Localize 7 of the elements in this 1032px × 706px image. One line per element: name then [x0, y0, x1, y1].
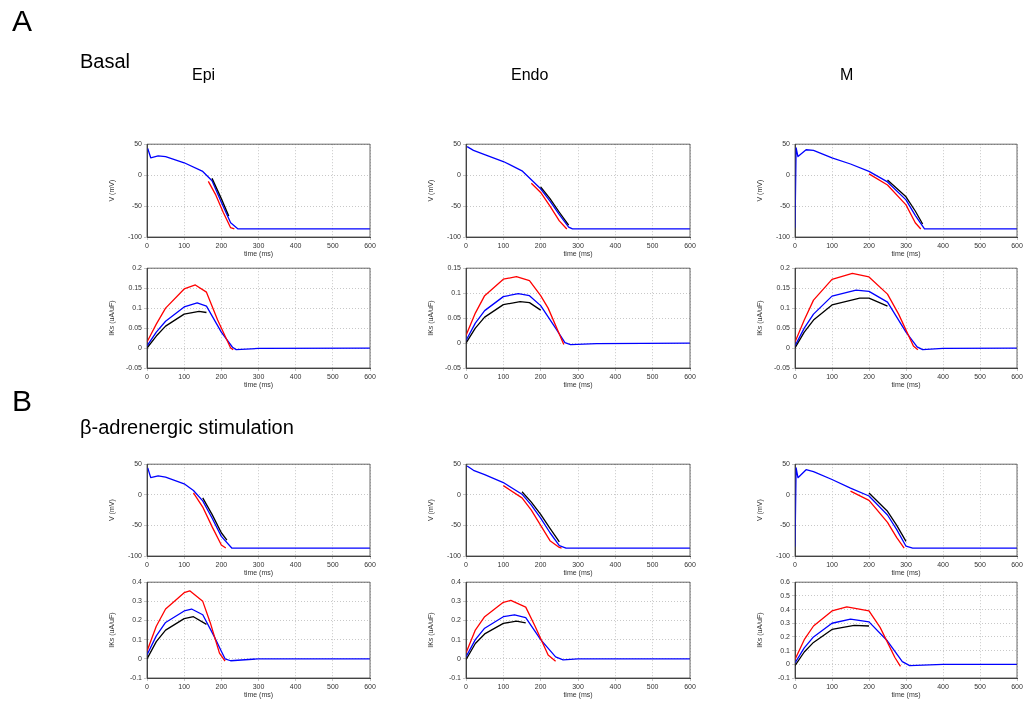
text: B [12, 384, 33, 418]
chart-title: M [840, 66, 854, 84]
chart-title: Endo [511, 66, 549, 84]
text: A [12, 4, 33, 38]
text: Basal [80, 50, 131, 73]
chart-title: Epi [192, 66, 216, 84]
text: β-adrenergic stimulation [80, 416, 294, 439]
